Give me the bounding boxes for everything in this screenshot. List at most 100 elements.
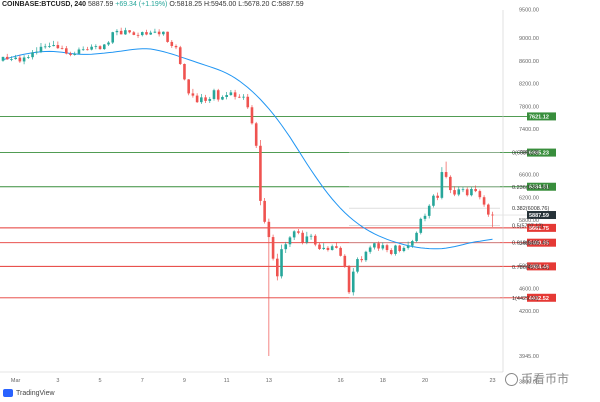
candle-body xyxy=(48,46,51,47)
price-axis: 9500.00 9000.00 8600.00 8200.00 7800.00 7400.… xyxy=(502,8,539,386)
candle-body xyxy=(69,53,72,55)
level-tag-label: 6384.81 xyxy=(529,185,549,191)
candle-body xyxy=(119,30,123,35)
candle-body xyxy=(423,215,427,219)
candle-body xyxy=(14,57,17,60)
candle-body xyxy=(81,49,85,51)
fib-label: 0.236(6381.96) xyxy=(512,185,549,191)
candle-body xyxy=(216,90,220,100)
candle-body xyxy=(5,56,9,60)
y-tick-label: 4600.00 xyxy=(519,286,539,292)
y-tick-label: 8200.00 xyxy=(519,82,539,88)
candle-body xyxy=(364,251,368,261)
candle-body xyxy=(1,56,5,61)
fib-label: 0.382(6008.76) xyxy=(512,206,549,212)
candle-body xyxy=(166,31,169,42)
y-tick-label: 9500.00 xyxy=(519,8,539,14)
level-tag xyxy=(527,148,556,157)
candle-body xyxy=(335,246,338,248)
candle-body xyxy=(98,46,102,50)
fib-label: 0(6985.23) xyxy=(512,151,539,157)
level-tag xyxy=(527,112,556,121)
candle-body xyxy=(208,98,212,101)
y-tick-label: 5800.00 xyxy=(519,218,539,224)
candle-body xyxy=(195,95,199,103)
candle-body xyxy=(432,195,435,206)
brand-label: TradingView xyxy=(16,389,55,397)
candle-body xyxy=(427,205,431,216)
fib-label: 0.786(4976.05) xyxy=(512,265,549,271)
candle-body xyxy=(39,46,43,52)
candle-body xyxy=(242,96,245,98)
x-tick-label: 9 xyxy=(183,378,186,384)
candle-body xyxy=(191,93,195,96)
x-tick-label: 11 xyxy=(224,378,230,384)
candle-body xyxy=(77,49,81,54)
candle-body xyxy=(221,96,224,100)
candle-body xyxy=(212,90,216,99)
candle-body xyxy=(124,30,127,35)
tradingview-footer[interactable]: TradingView xyxy=(3,389,55,397)
y-tick-label: 3945.00 xyxy=(519,354,539,360)
candle-body xyxy=(406,245,410,248)
candle-body xyxy=(250,107,254,124)
candle-body xyxy=(170,41,174,46)
candle-body xyxy=(145,32,148,35)
level-tag xyxy=(527,262,556,271)
candle-body xyxy=(233,92,237,97)
level-tag xyxy=(527,182,556,191)
y-tick-label: 4200.00 xyxy=(519,309,539,315)
chart-header: COINBASE:BTCUSD, 240 5887.59 +69.34 (+1.… xyxy=(2,1,304,8)
candle-body xyxy=(347,266,351,293)
fibonacci-retracement: 0(6985.23) 0.236(6381.96) 0.382(6008.76) 0.… xyxy=(349,151,549,302)
candle-body xyxy=(478,191,482,198)
watermark: 币看币市 xyxy=(505,370,569,387)
level-tag-label: 6985.23 xyxy=(529,151,549,157)
candle-body xyxy=(52,45,55,47)
candle-body xyxy=(27,57,30,58)
candle-body xyxy=(276,258,279,277)
candle-body xyxy=(263,200,266,222)
candle-body xyxy=(356,259,359,272)
level-tag-label: 4432.52 xyxy=(529,296,549,302)
candle-body xyxy=(487,204,490,215)
candle-body xyxy=(297,231,300,233)
candle-body xyxy=(10,59,13,60)
fib-label: 1(4429.02) xyxy=(512,296,539,302)
candle-body xyxy=(440,172,444,198)
candle-body xyxy=(457,189,461,195)
last-price-tag-label: 5887.59 xyxy=(529,213,549,219)
candle-body xyxy=(86,49,89,51)
candle-body xyxy=(326,247,330,250)
candle-body xyxy=(284,244,288,250)
y-tick-label: 6600.00 xyxy=(519,173,539,179)
candle-body xyxy=(94,46,98,47)
candle-body xyxy=(309,235,313,237)
last-price-tag xyxy=(527,211,556,220)
candle-body xyxy=(461,189,465,191)
candle-body xyxy=(90,46,93,50)
fib-label: 0.618(5405.49) xyxy=(512,240,549,246)
y-tick-label: 6200.00 xyxy=(519,195,539,201)
candle-body xyxy=(322,247,326,250)
candle-body xyxy=(229,92,233,96)
symbol-label: COINBASE:BTCUSD, 240 xyxy=(2,1,87,8)
candle-body xyxy=(254,123,258,146)
candle-body xyxy=(330,246,334,250)
candle-body xyxy=(373,243,376,248)
candle-body xyxy=(301,232,304,243)
watermark-text: 币看币市 xyxy=(521,372,570,386)
candle-body xyxy=(271,237,275,259)
candle-body xyxy=(491,214,494,216)
level-tag xyxy=(527,293,556,302)
candle-body xyxy=(60,48,64,49)
candle-body xyxy=(381,245,385,249)
candle-body xyxy=(394,245,397,254)
candle-body xyxy=(238,96,241,98)
candle-body xyxy=(377,243,380,249)
y-tick-label: 7800.00 xyxy=(519,104,539,110)
horizontal-levels: 7621.12 6985.23 6384.81 5661.75 5400.95 4984.… xyxy=(0,112,556,302)
candle-body xyxy=(415,232,418,242)
candle-body xyxy=(183,63,186,80)
